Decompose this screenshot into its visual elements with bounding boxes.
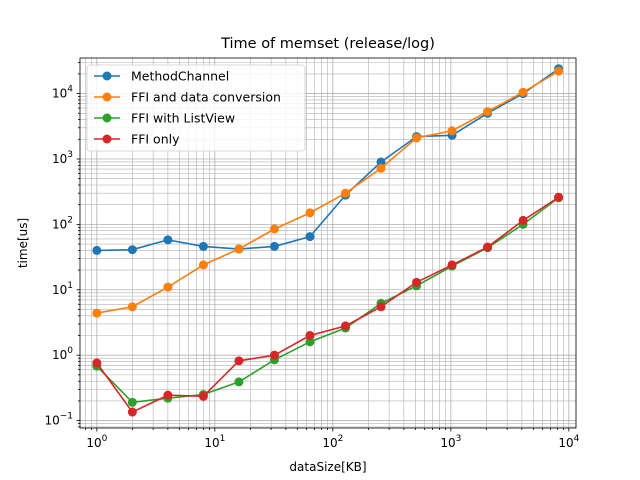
grid (80, 58, 576, 428)
series-3 (92, 192, 564, 417)
x-tick-base: 10 (86, 436, 101, 450)
data-point (127, 245, 137, 255)
data-point (198, 391, 208, 401)
data-point (447, 126, 457, 136)
data-point (376, 163, 386, 173)
y-tick-exponent: −1 (60, 412, 73, 422)
x-tick-base: 10 (558, 436, 573, 450)
y-tick-exponent: 2 (67, 215, 73, 225)
data-point (127, 302, 137, 312)
x-tick-base: 10 (440, 436, 455, 450)
data-point (269, 224, 279, 234)
legend-swatch-marker (102, 92, 112, 102)
data-point (305, 232, 315, 242)
x-tick-label: 101 (204, 434, 225, 450)
data-point (376, 302, 386, 312)
data-point (163, 282, 173, 292)
data-point (340, 321, 350, 331)
data-point (554, 66, 564, 76)
y-axis-label: time[us] (16, 218, 30, 268)
legend-label: FFI with ListView (131, 111, 235, 126)
y-tick-label: 103 (52, 150, 73, 166)
legend-item: FFI with ListView (94, 111, 235, 126)
y-tick-exponent: 0 (67, 346, 73, 356)
y-tick-exponent: 1 (67, 281, 73, 291)
y-tick-exponent: 4 (67, 85, 73, 95)
data-point (554, 192, 564, 202)
data-point (92, 245, 102, 255)
legend-swatch-marker (102, 71, 112, 81)
data-point (305, 208, 315, 218)
series-layer (92, 64, 564, 417)
x-tick-base: 10 (204, 436, 219, 450)
data-point (376, 157, 386, 167)
legend-swatch-marker (102, 134, 112, 144)
series-line (96, 70, 560, 314)
data-point (198, 241, 208, 251)
y-tick-base: 10 (52, 152, 67, 166)
data-point (447, 260, 457, 270)
y-tick-base: 10 (52, 87, 67, 101)
data-point (198, 260, 208, 270)
y-tick-exponent: 3 (67, 150, 73, 160)
plot-frame (79, 57, 577, 429)
legend-swatch-marker (102, 113, 112, 123)
x-tick-exponent: 2 (338, 434, 344, 444)
x-tick-exponent: 1 (220, 434, 226, 444)
data-point (305, 330, 315, 340)
data-point (92, 358, 102, 368)
x-tick-exponent: 4 (574, 434, 580, 444)
y-tick-label: 100 (52, 346, 73, 362)
x-axis-label: dataSize[KB] (289, 460, 366, 474)
y-tick-label: 10−1 (44, 412, 73, 428)
data-point (412, 277, 422, 287)
data-point (92, 308, 102, 318)
series-1 (92, 66, 564, 318)
x-tick-exponent: 0 (102, 434, 108, 444)
y-tick-base: 10 (52, 217, 67, 231)
y-tick-base: 10 (52, 348, 67, 362)
data-point (234, 244, 244, 254)
x-tick-label: 102 (322, 434, 343, 450)
data-point (412, 133, 422, 143)
x-tick-exponent: 3 (456, 434, 462, 444)
data-point (269, 241, 279, 251)
data-point (127, 407, 137, 417)
x-tick-label: 100 (86, 434, 107, 450)
data-point (305, 337, 315, 347)
data-point (234, 377, 244, 387)
data-point (340, 188, 350, 198)
legend: MethodChannel FFI and data conversion FFI … (86, 64, 306, 152)
legend-label: FFI only (131, 132, 180, 147)
x-tick-label: 104 (558, 434, 579, 450)
data-point (163, 390, 173, 400)
y-tick-label: 102 (52, 215, 73, 231)
y-tick-label: 104 (52, 85, 73, 101)
data-point (483, 242, 493, 252)
data-point (269, 350, 279, 360)
y-tick-label: 101 (52, 281, 73, 297)
data-point (518, 87, 528, 97)
legend-item: FFI and data conversion (94, 90, 281, 105)
legend-item: MethodChannel (94, 69, 229, 84)
data-point (483, 107, 493, 117)
y-tick-base: 10 (44, 414, 59, 428)
x-tick-label: 103 (440, 434, 461, 450)
legend-box (86, 64, 306, 152)
legend-label: FFI and data conversion (131, 90, 281, 105)
data-point (127, 397, 137, 407)
series-line (96, 68, 560, 252)
chart-title: Time of memset (release/log) (220, 36, 435, 52)
y-tick-base: 10 (52, 283, 67, 297)
legend-label: MethodChannel (131, 69, 229, 84)
series-line (96, 196, 560, 413)
legend-item: FFI only (94, 132, 180, 147)
data-point (163, 235, 173, 245)
data-point (518, 215, 528, 225)
data-point (234, 356, 244, 366)
x-tick-base: 10 (322, 436, 337, 450)
